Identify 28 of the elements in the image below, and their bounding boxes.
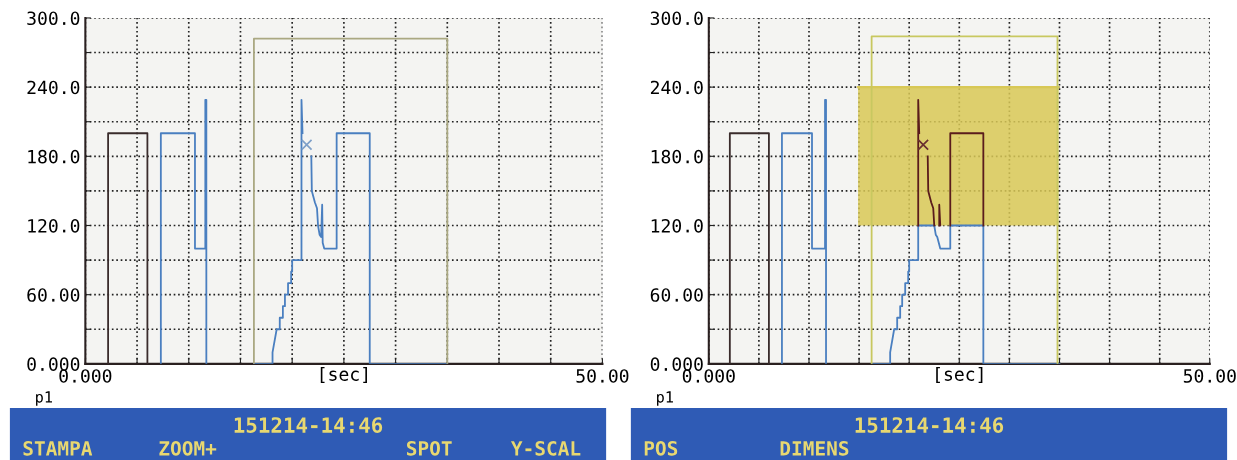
- y-tick-label: 120.0: [651, 219, 703, 233]
- y-tick-label: 240.0: [27, 80, 80, 95]
- y-tick-label: 0.000: [650, 357, 703, 372]
- text: p1: [36, 391, 52, 406]
- text: SPOT: [406, 440, 452, 456]
- x-tick-label: 50.00: [576, 369, 629, 383]
- text: POS: [644, 440, 678, 456]
- y-tick-label: 300.0: [650, 11, 703, 26]
- y-tick-label: 300.0: [27, 11, 80, 26]
- x-tick-label: 0.000: [59, 369, 112, 383]
- x-axis-title: [sec]: [320, 366, 367, 384]
- y-tick-label: 120.0: [28, 219, 80, 233]
- text: 151214-14:46: [855, 417, 1004, 433]
- text: DIMENS: [780, 440, 849, 456]
- x-axis-title: [sec]: [936, 366, 983, 384]
- y-tick-label: 0.000: [27, 357, 80, 372]
- text: STAMPA: [23, 440, 93, 456]
- text: p1: [657, 391, 673, 406]
- x-tick-label: 0.000: [682, 369, 735, 383]
- y-tick-label: 180.0: [651, 149, 703, 164]
- y-tick-label: 240.0: [650, 80, 703, 95]
- y-tick-label: 60.00: [650, 288, 703, 302]
- x-tick-label: 50.00: [1183, 369, 1236, 383]
- text: ZOOM+: [159, 440, 217, 456]
- text: Y-SCAL: [510, 440, 581, 456]
- y-tick-label: 180.0: [28, 149, 80, 164]
- y-tick-label: 60.00: [27, 288, 80, 302]
- text: 151214-14:46: [234, 417, 383, 433]
